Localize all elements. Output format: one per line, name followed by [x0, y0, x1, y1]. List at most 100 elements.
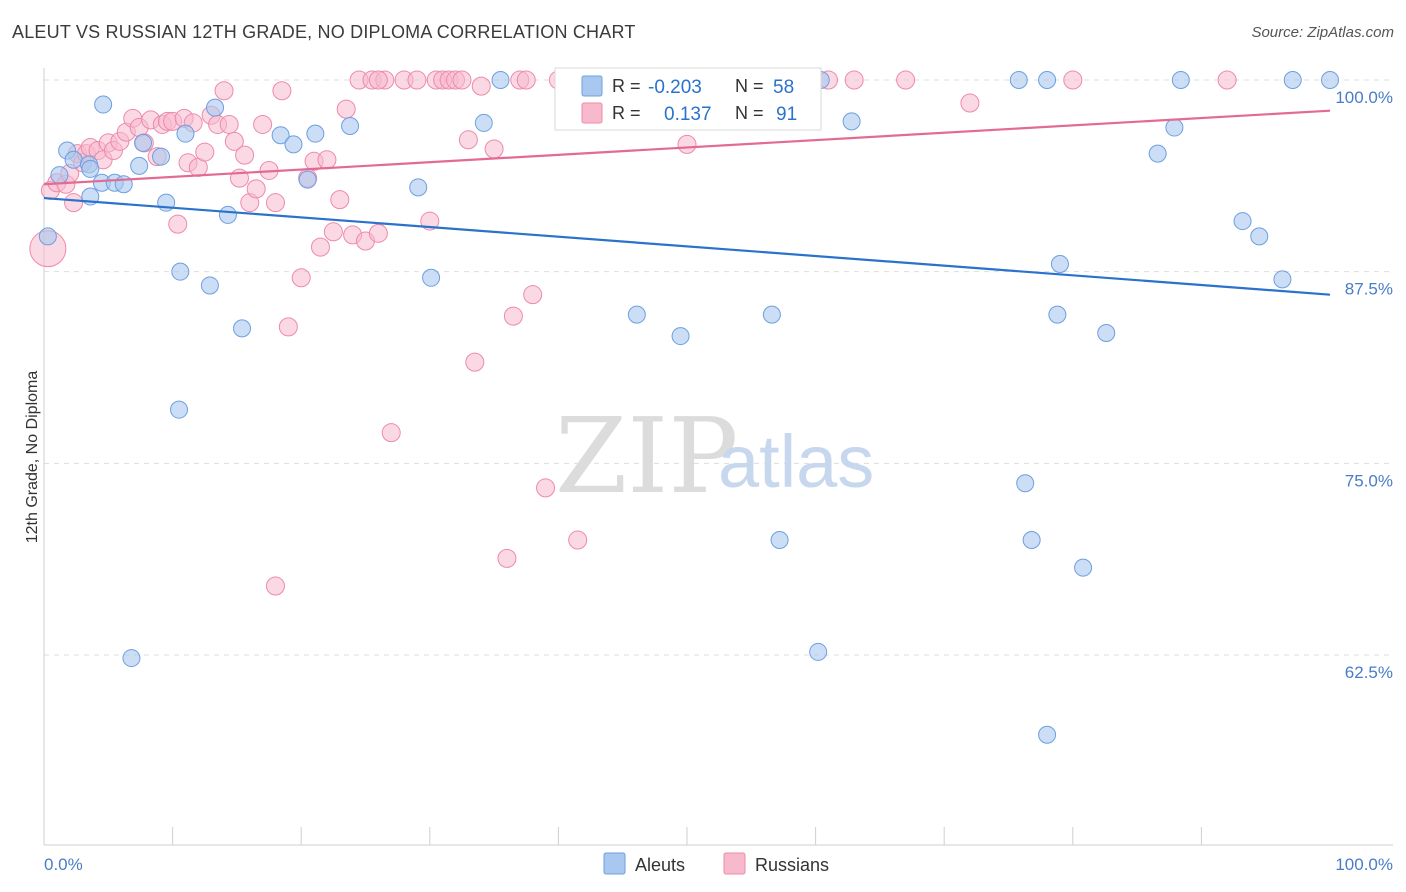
aleuts-point — [284, 135, 303, 154]
x-tick-label: 100.0% — [1335, 855, 1393, 874]
aleuts-point — [809, 642, 828, 661]
aleuts-point — [1016, 474, 1035, 493]
source-label: Source: ZipAtlas.com — [1251, 24, 1394, 41]
russians-point — [368, 223, 388, 243]
y-axis-title: 12th Grade, No Diploma — [24, 371, 41, 544]
chart-title: ALEUT VS RUSSIAN 12TH GRADE, NO DIPLOMA … — [12, 22, 636, 42]
russians-n-label: N = — [735, 103, 764, 123]
russians-point — [272, 81, 292, 101]
aleuts-point — [1321, 71, 1339, 89]
aleuts-point — [1074, 558, 1093, 577]
russians-r-label: R = — [612, 103, 641, 123]
russians-point — [278, 317, 298, 337]
aleuts-point — [122, 649, 141, 668]
axes — [43, 68, 1393, 846]
russians-point — [458, 130, 478, 150]
russians-point — [265, 576, 285, 596]
russians-r-value: 0.137 — [664, 104, 712, 125]
aleuts-point — [1048, 305, 1067, 324]
russians-point — [219, 114, 239, 134]
russians-point — [368, 70, 388, 90]
russians-point — [317, 150, 337, 170]
tick-labels: 62.5% 75.0% 87.5% 100.0% 0.0% 100.0% — [44, 88, 1393, 874]
aleuts-point — [1022, 531, 1041, 549]
aleuts-point — [94, 95, 113, 114]
aleuts-n-value: 58 — [773, 77, 794, 98]
correlation-legend: R = -0.203 N = 58 R = 0.137 N = 91 — [554, 67, 822, 131]
aleuts-point — [762, 305, 781, 324]
y-tick-label: 75.0% — [1345, 471, 1393, 490]
x-tick-label: 0.0% — [44, 855, 83, 874]
aleuts-point — [1273, 270, 1292, 289]
y-tick-label: 62.5% — [1345, 663, 1393, 682]
russians-point — [64, 193, 84, 213]
aleuts-point — [81, 159, 100, 178]
aleuts-point — [422, 268, 441, 287]
russians-point — [323, 222, 343, 242]
russians-point — [960, 93, 980, 113]
aleuts-point — [176, 124, 195, 143]
aleuts-r-value: -0.203 — [648, 77, 702, 98]
aleuts-r-label: R = — [612, 76, 641, 96]
aleuts-point — [218, 205, 237, 224]
russians-swatch — [581, 102, 603, 124]
aleuts-trend-line — [43, 196, 1331, 296]
russians-point — [420, 211, 440, 231]
aleuts-point — [474, 113, 493, 132]
aleuts-point — [271, 126, 290, 145]
russians-point — [523, 285, 543, 305]
russians-point — [503, 306, 523, 326]
russians-point — [253, 114, 273, 134]
russians-point — [291, 268, 311, 288]
russians-n-value: 91 — [776, 104, 797, 125]
russians-point — [677, 134, 697, 154]
aleuts-point — [152, 147, 171, 166]
russians-point — [235, 145, 255, 165]
russians-point — [224, 131, 244, 151]
russians-point — [471, 76, 491, 96]
russians-point — [484, 139, 504, 159]
aleuts-swatch — [581, 75, 603, 97]
russians-point — [568, 530, 588, 550]
russians-point — [336, 99, 356, 119]
aleuts-point — [130, 156, 149, 175]
aleuts-point — [409, 178, 428, 197]
aleuts-point — [1038, 71, 1057, 89]
watermark-zip: ZIP — [555, 395, 738, 517]
aleuts-n-label: N = — [735, 76, 764, 96]
aleuts-point — [1165, 118, 1184, 137]
aleuts-point — [298, 170, 317, 189]
aleuts-point — [38, 227, 57, 246]
russians-point — [265, 193, 285, 213]
russians-point — [497, 548, 517, 568]
russians-point — [246, 179, 266, 199]
watermark: ZIP atlas — [555, 395, 874, 517]
russians-point — [516, 70, 536, 90]
aleuts-point — [671, 327, 690, 346]
aleuts-point — [200, 276, 219, 295]
y-tick-label: 100.0% — [1335, 88, 1393, 107]
y-tick-label: 87.5% — [1345, 280, 1393, 299]
legend-russians-swatch — [723, 852, 746, 875]
aleuts-point — [170, 400, 189, 419]
aleuts-point — [770, 531, 789, 549]
aleuts-point — [134, 133, 153, 152]
grid-lines — [44, 79, 1393, 656]
aleuts-point — [1283, 71, 1302, 89]
russians-point — [214, 81, 234, 101]
aleuts-point — [171, 262, 190, 281]
aleuts-point — [1233, 212, 1252, 231]
series-legend: Aleuts Russians — [603, 852, 829, 875]
aleuts-point — [1038, 725, 1057, 744]
aleuts-point — [233, 319, 252, 338]
trend-lines — [43, 109, 1331, 296]
legend-aleuts-swatch — [603, 852, 626, 875]
russians-point — [168, 214, 188, 234]
russians-point — [465, 352, 485, 372]
watermark-atlas: atlas — [718, 420, 874, 503]
aleuts-points — [38, 71, 1339, 744]
russians-point — [536, 478, 556, 498]
aleuts-point — [842, 112, 861, 131]
aleuts-point — [341, 117, 360, 135]
